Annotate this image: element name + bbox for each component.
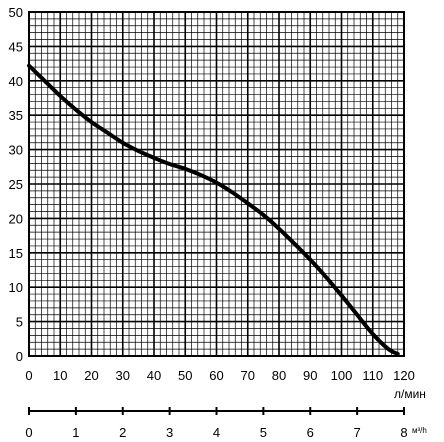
secondary-x-axis-tick-labels: 0 1 2 3 4 5 6 7 8 [25,425,407,440]
x-tick-label: 60 [209,368,223,383]
secondary-x-tick-label: 2 [119,425,126,440]
secondary-x-tick-label: 5 [260,425,267,440]
x-tick-label: 90 [303,368,317,383]
secondary-x-tick-label: 0 [25,425,32,440]
y-tick-label: 20 [9,211,23,226]
y-tick-label: 15 [9,246,23,261]
x-tick-label: 110 [362,368,383,383]
secondary-x-tick-label: 7 [354,425,361,440]
y-axis-tick-labels: 0 5 10 15 20 25 30 35 40 45 50 [9,5,23,364]
secondary-x-tick-label: 6 [307,425,314,440]
x-tick-label: 120 [393,368,415,383]
x-axis-unit-label: л/мин [394,387,426,401]
series-line [27,63,400,356]
y-tick-label: 50 [9,5,23,20]
x-tick-label: 40 [147,368,161,383]
y-tick-label: 45 [9,39,23,54]
x-tick-label: 30 [116,368,130,383]
secondary-x-tick-label: 1 [72,425,79,440]
y-tick-label: 10 [9,280,23,295]
y-tick-label: 30 [9,143,23,158]
y-tick-label: 35 [9,108,23,123]
x-tick-label: 70 [241,368,255,383]
x-axis-tick-labels: 0 10 20 30 40 50 60 70 80 90 100 110 120 [25,368,414,383]
secondary-x-tick-label: 4 [213,425,220,440]
grid-major [28,11,405,357]
x-tick-label: 0 [25,368,32,383]
x-tick-label: 10 [53,368,67,383]
x-tick-label: 50 [178,368,192,383]
x-tick-label: 100 [331,368,353,383]
secondary-x-axis-ticks [28,407,405,415]
secondary-x-axis-unit-label: м³/h [412,426,427,435]
x-tick-label: 20 [84,368,98,383]
y-tick-label: 25 [9,177,23,192]
y-tick-label: 5 [16,315,23,330]
secondary-x-tick-label: 8 [400,425,407,440]
secondary-x-tick-label: 3 [166,425,173,440]
plot-frame [28,11,405,357]
y-tick-label: 0 [16,349,23,364]
x-tick-label: 80 [272,368,286,383]
y-tick-label: 40 [9,74,23,89]
